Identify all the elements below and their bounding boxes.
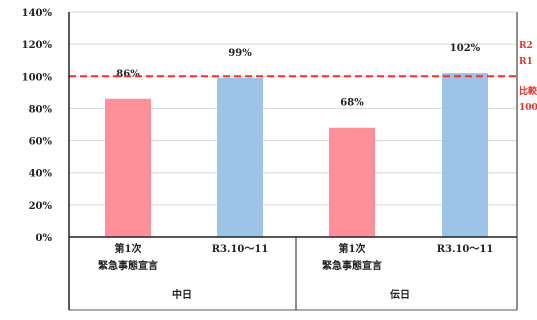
reference-line-label: R2 xyxy=(519,41,533,51)
group-label: 伝日 xyxy=(390,288,410,301)
group-labels: 中日 伝日 xyxy=(172,288,410,301)
y-tick-label: 60% xyxy=(29,137,53,148)
reference-line-label: 100% xyxy=(519,103,537,113)
category-label: 緊急事態宣言 xyxy=(322,259,382,272)
y-tick-label: 40% xyxy=(29,169,53,180)
bar xyxy=(217,77,263,238)
category-label: 第1次 xyxy=(339,242,366,255)
bar-value-label: 99% xyxy=(228,48,252,59)
reference-line: R2 R1 比較 100% xyxy=(69,41,537,113)
y-tick-label: 0% xyxy=(36,233,53,244)
bar xyxy=(442,73,488,237)
category-label: R3.10～11 xyxy=(437,244,494,255)
y-tick-label: 140% xyxy=(22,8,53,19)
y-tick-label: 80% xyxy=(29,104,53,115)
value-labels: 86% 99% 68% 102% xyxy=(116,43,480,109)
bar xyxy=(105,98,151,238)
bar-value-label: 102% xyxy=(450,43,481,54)
bar-value-label: 86% xyxy=(116,69,140,80)
group-label: 中日 xyxy=(172,288,192,301)
y-axis-tick-labels: 0% 20% 40% 60% 80% 100% 120% 140% xyxy=(22,8,53,244)
reference-line-label: R1 xyxy=(519,57,533,67)
category-label: 第1次 xyxy=(115,242,142,255)
bar-value-label: 68% xyxy=(340,98,364,109)
bars xyxy=(105,73,488,238)
y-tick-label: 100% xyxy=(22,72,53,83)
y-tick-label: 20% xyxy=(29,201,53,212)
axes xyxy=(68,12,518,311)
reference-line-label: 比較 xyxy=(519,85,537,97)
category-label: R3.10～11 xyxy=(212,244,269,255)
bar xyxy=(329,127,375,237)
y-tick-label: 120% xyxy=(22,40,53,51)
category-label: 緊急事態宣言 xyxy=(98,259,158,272)
